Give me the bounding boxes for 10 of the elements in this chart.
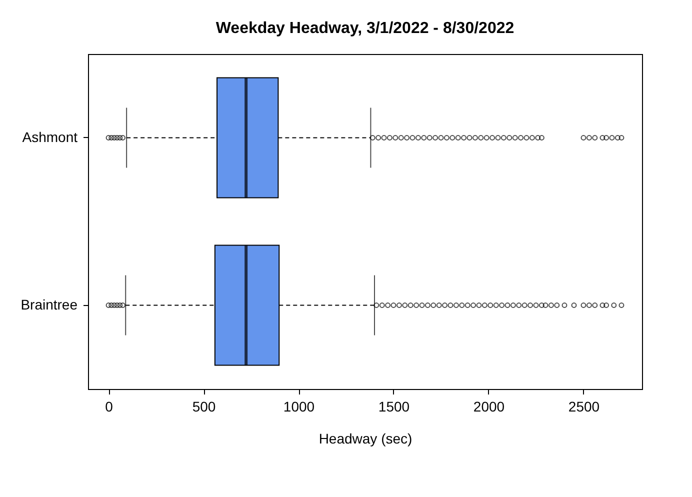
x-tick-label: 0 (105, 398, 114, 414)
x-tick-label: 2500 (568, 398, 600, 414)
y-tick-label: Braintree (20, 296, 78, 312)
chart-title: Weekday Headway, 3/1/2022 - 8/30/2022 (216, 20, 514, 37)
x-axis-title: Headway (sec) (318, 430, 412, 446)
y-tick-label: Ashmont (22, 128, 78, 145)
x-tick-label: 1000 (283, 398, 315, 414)
x-tick-label: 500 (192, 398, 216, 414)
x-tick-label: 1500 (378, 398, 410, 414)
x-tick-label: 2000 (473, 398, 505, 414)
